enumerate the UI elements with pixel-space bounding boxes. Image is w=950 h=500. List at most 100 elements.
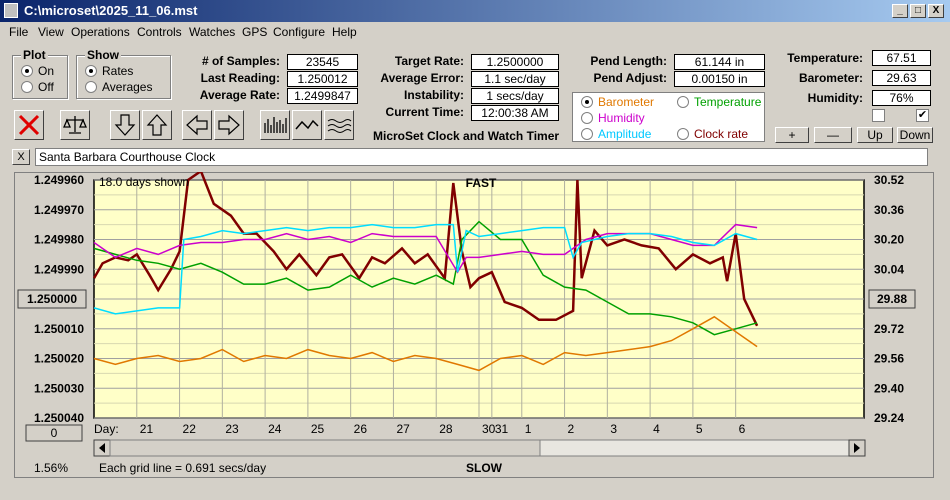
barometer-label: Barometer: xyxy=(798,71,863,85)
center-value-box[interactable] xyxy=(17,289,87,309)
sensor-temperature-label: Temperature xyxy=(694,95,762,109)
right-tick-label: 30.20 xyxy=(874,233,904,247)
sensor-clockrate-radio[interactable]: Clock rate xyxy=(677,127,748,141)
wave-view-button[interactable] xyxy=(292,110,322,140)
close-button[interactable]: X xyxy=(928,4,944,18)
menu-help[interactable]: Help xyxy=(332,25,357,39)
arrow-left-button[interactable] xyxy=(182,110,212,140)
pend-length-value: 61.144 in xyxy=(674,54,765,70)
minimize-button[interactable]: _ xyxy=(892,4,908,18)
menu-configure[interactable]: Configure xyxy=(273,25,326,39)
radio-dot xyxy=(677,96,689,108)
maximize-button[interactable]: □ xyxy=(910,4,926,18)
zero-button-label: 0 xyxy=(51,426,58,440)
plus-button[interactable]: + xyxy=(775,127,809,143)
menu-file[interactable]: File xyxy=(9,25,29,39)
show-rates-radio[interactable]: Rates xyxy=(85,64,133,78)
right-tick-label: 29.56 xyxy=(874,352,904,366)
sensor-barometer-label: Barometer xyxy=(598,95,655,109)
menu-watches[interactable]: Watches xyxy=(189,25,236,39)
minus-button[interactable]: — xyxy=(814,127,852,143)
zero-button[interactable] xyxy=(25,424,83,442)
plot-on-radio[interactable]: On xyxy=(21,64,54,78)
x-tick-label: 5 xyxy=(696,422,703,436)
arrow-up-button[interactable] xyxy=(142,110,172,140)
target-rate-label: Target Rate: xyxy=(394,54,464,68)
pend-length-label: Pend Length: xyxy=(590,54,667,68)
balance-button[interactable] xyxy=(60,110,90,140)
plot-group: Plot xyxy=(12,48,68,99)
arrow-left-icon xyxy=(186,114,208,136)
percent-label: 1.56% xyxy=(34,461,68,475)
right-value: 29.88 xyxy=(877,292,907,306)
x-tick-label: 6 xyxy=(739,422,746,436)
window-title: C:\microset\2025_11_06.mst xyxy=(24,3,198,18)
last-reading-value: 1.250012 xyxy=(287,71,358,87)
arrow-down-button[interactable] xyxy=(110,110,140,140)
scroll-thumb[interactable] xyxy=(109,439,541,457)
show-group: Show xyxy=(76,48,171,99)
stop-button[interactable] xyxy=(14,110,44,140)
sensor-select-box xyxy=(572,92,765,142)
humidity-value: 76% xyxy=(872,90,931,106)
sensor-barometer-radio[interactable]: Barometer xyxy=(581,95,654,109)
last-reading-label: Last Reading: xyxy=(200,71,280,85)
x-axis-day-label: Day: xyxy=(94,422,119,436)
x-tick-label: 28 xyxy=(439,422,453,436)
title-bar: C:\microset\2025_11_06.mst _ □ X xyxy=(0,0,950,22)
clock-name-field[interactable]: Santa Barbara Courthouse Clock xyxy=(35,148,928,166)
series-line xyxy=(93,223,758,315)
days-shown-label: 18.0 days shown xyxy=(99,175,189,189)
x-tick-label: 30 xyxy=(482,422,496,436)
sensor-amplitude-radio[interactable]: Amplitude xyxy=(581,127,651,141)
x-tick-label: 31 xyxy=(495,422,509,436)
instability-value: 1 secs/day xyxy=(471,88,559,104)
plot-off-radio[interactable]: Off xyxy=(21,80,54,94)
clear-clock-button[interactable]: X xyxy=(12,149,30,165)
series-line xyxy=(93,315,758,372)
left-tick-label: 1.250020 xyxy=(34,352,84,366)
radio-dot xyxy=(21,65,33,77)
show-averages-radio[interactable]: Averages xyxy=(85,80,152,94)
menu-controls[interactable]: Controls xyxy=(137,25,182,39)
sensor-clockrate-label: Clock rate xyxy=(694,127,749,141)
sensor-humidity-radio[interactable]: Humidity xyxy=(581,111,645,125)
pend-adjust-value: 0.00150 in xyxy=(674,71,765,87)
radio-dot xyxy=(581,128,593,140)
barometer-value: 29.63 xyxy=(872,70,931,86)
menu-bar: File View Operations Controls Watches GP… xyxy=(0,22,950,42)
samples-label: # of Samples: xyxy=(201,54,280,68)
up-button[interactable]: Up xyxy=(857,127,893,143)
right-tick-label: 30.04 xyxy=(874,262,904,276)
average-rate-label: Average Rate: xyxy=(199,88,280,102)
bars-view-button[interactable] xyxy=(260,110,290,140)
menu-view[interactable]: View xyxy=(38,25,64,39)
sensor-temperature-radio[interactable]: Temperature xyxy=(677,95,761,109)
instability-label: Instability: xyxy=(403,88,464,102)
x-tick-label: 26 xyxy=(354,422,368,436)
sensor-amplitude-label: Amplitude xyxy=(598,127,652,141)
radio-dot xyxy=(85,65,97,77)
menu-gps[interactable]: GPS xyxy=(242,25,268,39)
arrow-right-button[interactable] xyxy=(214,110,244,140)
x-tick-label: 23 xyxy=(225,422,239,436)
target-rate-value: 1.2500000 xyxy=(471,54,559,70)
radio-dot xyxy=(85,81,97,93)
ripple-view-button[interactable] xyxy=(324,110,354,140)
average-rate-value: 1.2499847 xyxy=(287,88,358,104)
down-button[interactable]: Down xyxy=(897,127,933,143)
series-line xyxy=(92,172,759,327)
option-checkbox-1[interactable] xyxy=(872,109,885,122)
x-tick-label: 21 xyxy=(140,422,154,436)
x-tick-label: 4 xyxy=(653,422,660,436)
menu-operations[interactable]: Operations xyxy=(71,25,130,39)
option-checkbox-2[interactable]: ✔ xyxy=(916,109,929,122)
scale-icon xyxy=(63,116,87,134)
right-value-box[interactable] xyxy=(868,289,916,309)
x-tick-label: 24 xyxy=(268,422,282,436)
center-value: 1.250000 xyxy=(27,292,77,306)
radio-dot xyxy=(581,96,593,108)
show-group-label: Show xyxy=(85,48,121,62)
left-tick-label: 1.249990 xyxy=(34,262,84,276)
arrow-up-icon xyxy=(146,114,168,136)
